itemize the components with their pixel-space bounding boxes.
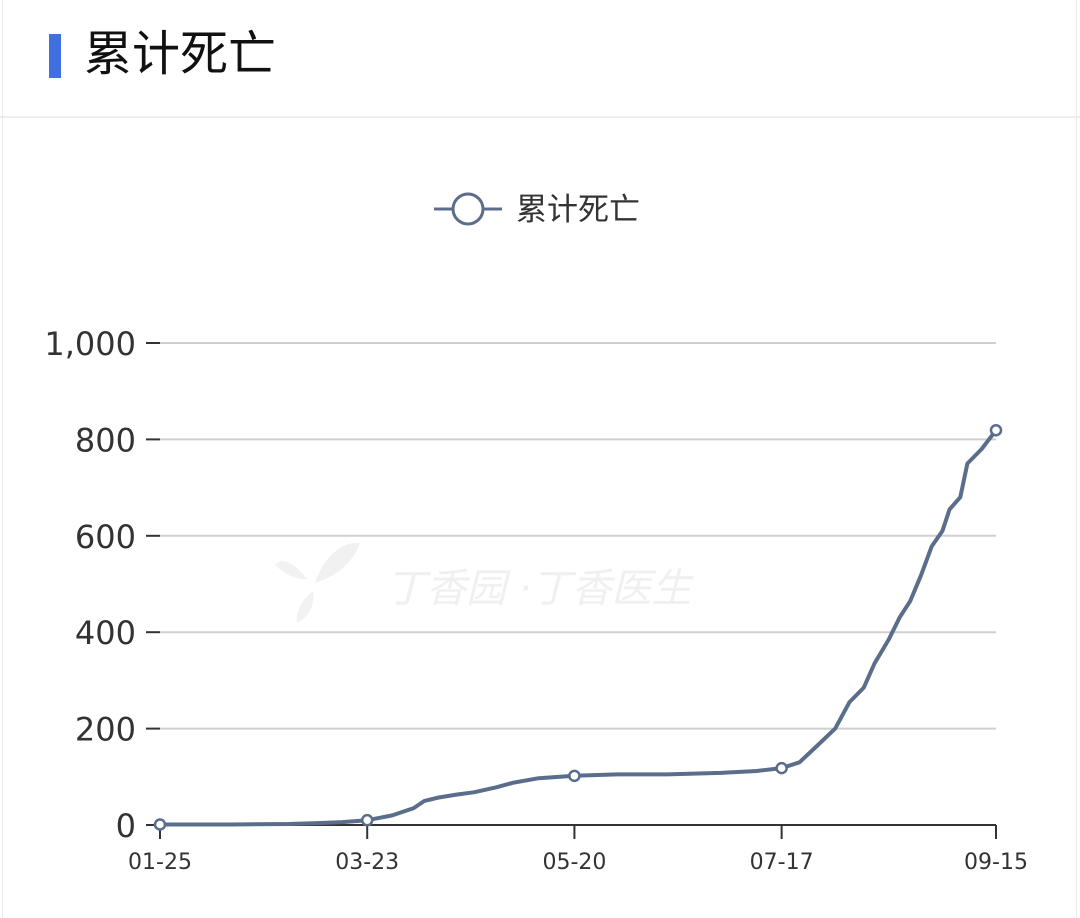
x-tick-label: 07-17 <box>750 850 814 875</box>
x-tick-label: 09-15 <box>964 850 1028 875</box>
data-point[interactable] <box>568 769 581 783</box>
y-tick-label: 200 <box>75 711 136 749</box>
y-tick-label: 0 <box>116 807 136 845</box>
watermark-text: 丁香园 ·丁香医生 <box>386 566 694 612</box>
legend-label: 累计死亡 <box>516 192 640 228</box>
y-tick-label: 600 <box>75 518 136 556</box>
y-tick-label: 1,000 <box>44 325 136 363</box>
legend[interactable]: 累计死亡 <box>434 192 640 228</box>
data-point[interactable] <box>989 423 1003 437</box>
clove-leaf-icon <box>275 542 360 623</box>
data-point[interactable] <box>775 761 788 775</box>
y-tick-label: 800 <box>75 421 136 459</box>
page-header: 累计死亡 <box>0 0 1080 118</box>
y-tick-label: 400 <box>75 614 136 652</box>
data-point[interactable] <box>360 813 374 827</box>
axes: 0 200 400 600 800 1,000 01-25 03-23 05-20 07-17 09… <box>44 325 1028 875</box>
data-point[interactable] <box>153 818 167 831</box>
page-title: 累计死亡 <box>84 26 277 82</box>
title-accent-bar <box>49 34 61 78</box>
series-layer <box>153 423 1003 831</box>
series-line <box>158 428 998 827</box>
x-tick-label: 01-25 <box>128 850 192 875</box>
watermark: 丁香园 ·丁香医生 <box>275 542 694 623</box>
grid <box>160 342 996 730</box>
legend-marker-icon <box>451 192 485 226</box>
x-tick-label: 05-20 <box>542 850 606 875</box>
x-tick-label: 03-23 <box>335 850 399 875</box>
